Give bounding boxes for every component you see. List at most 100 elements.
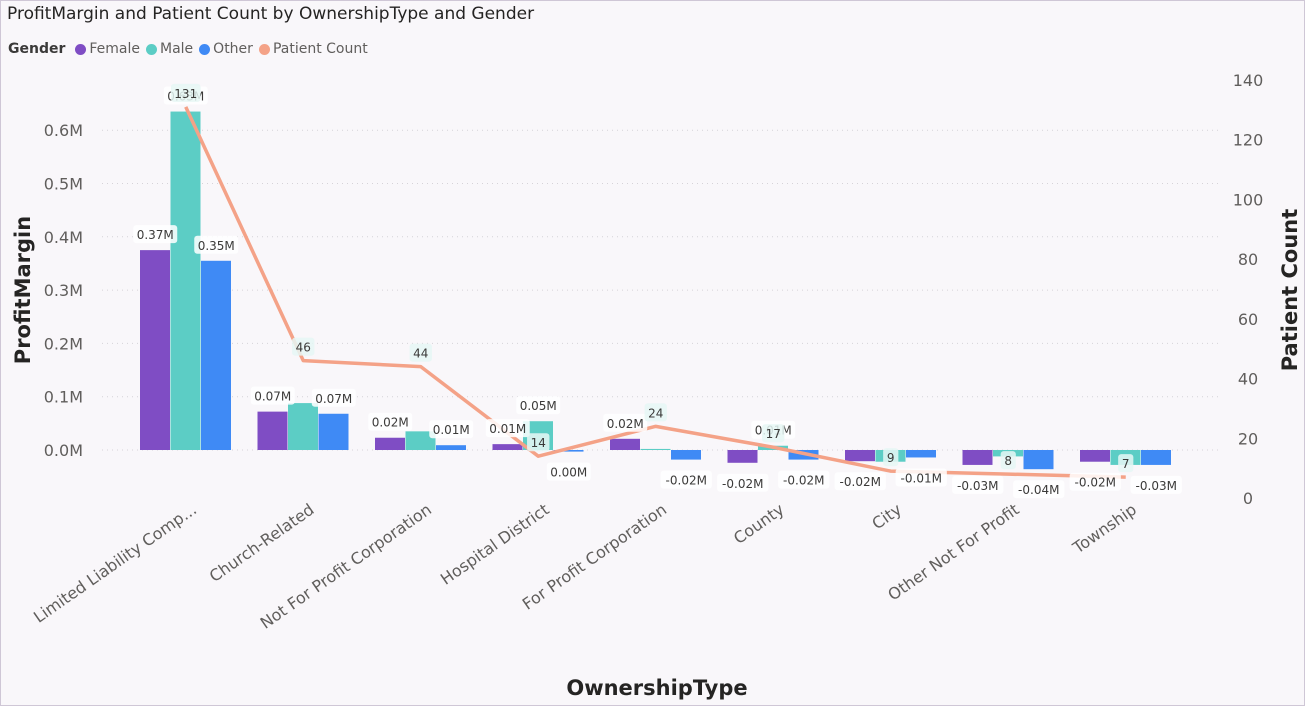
legend-item-other[interactable]: Other: [199, 41, 253, 57]
bar-female-7: [962, 450, 993, 465]
legend: Gender Female Male Other Patient Count: [8, 40, 374, 58]
data-label-patient-count-7-bg: [1000, 451, 1016, 470]
data-label-female-2-bg: [368, 412, 413, 431]
data-label-female-6: -0.02M: [840, 475, 881, 489]
y-left-tick-label: 0.5M: [44, 175, 83, 194]
bar-female-2: [375, 437, 405, 450]
data-label-patient-count-2-bg: [409, 343, 432, 362]
legend-label-patient-count: Patient Count: [272, 41, 368, 57]
bar-male-0: [170, 111, 201, 451]
data-label-other-3: 0.00M: [550, 466, 587, 480]
data-label-patient-count-0: 131: [174, 87, 197, 101]
bar-female-0: [140, 250, 170, 450]
data-label-patient-count-1: 46: [296, 341, 311, 355]
y-left-tick-label: 0.3M: [44, 281, 83, 300]
legend-swatch-male: [146, 43, 157, 55]
bar-other-1: [318, 413, 349, 450]
data-label-female-6-bg: [834, 472, 886, 491]
legend-item-patient-count[interactable]: Patient Count: [258, 41, 368, 57]
y-left-tick-label: 0.4M: [44, 228, 83, 247]
patient-count-line: [184, 106, 1126, 479]
bar-female-1: [257, 411, 288, 450]
data-label-patient-count-8-bg: [1118, 454, 1134, 473]
bar-other-8: [1141, 450, 1171, 465]
data-label-other-1: 0.07M: [315, 392, 352, 406]
y-left-tick-label: 0.1M: [44, 388, 83, 407]
data-label-patient-count-7: 8: [1004, 454, 1012, 468]
patient-count-polyline: [184, 106, 1126, 479]
data-label-female-2: 0.02M: [372, 416, 409, 430]
chart-title: ProfitMargin and Patient Count by Owners…: [7, 4, 535, 24]
data-label-female-0: 0.37M: [137, 228, 174, 242]
data-label-female-3: 0.01M: [489, 422, 526, 436]
data-label-other-2: 0.01M: [433, 423, 470, 437]
x-tick-label: Hospital District: [437, 500, 553, 589]
legend-title: Gender: [8, 41, 66, 57]
data-label-patient-count-4-bg: [644, 403, 667, 422]
y-right-tick-label: 140: [1233, 71, 1264, 90]
legend-item-female[interactable]: Female: [75, 41, 140, 57]
data-label-female-7-bg: [952, 475, 1004, 494]
data-label-patient-count-5-bg: [762, 424, 785, 443]
data-label-other-2-bg: [429, 420, 474, 439]
data-label-patient-count-6-bg: [883, 448, 899, 467]
legend-swatch-female: [75, 43, 87, 55]
data-label-other-6: -0.01M: [901, 471, 942, 485]
y-right-tick-label: 40: [1238, 370, 1258, 389]
y-left-tick-label: 0.6M: [44, 121, 83, 140]
bar-male-1: [288, 403, 318, 450]
data-label-female-1-bg: [250, 386, 295, 405]
data-label-patient-count-3-bg: [527, 433, 550, 452]
data-labels: 0.37M0.63M0.35M1310.07M0.07M460.02M0.01M…: [133, 83, 1182, 499]
bar-other-7: [1023, 450, 1054, 470]
bar-other-0: [201, 260, 231, 450]
x-tick-label: Township: [1068, 500, 1140, 558]
data-label-patient-count-2: 44: [413, 347, 428, 361]
legend-swatch-other: [199, 43, 211, 55]
data-label-female-4: 0.02M: [607, 417, 644, 431]
data-label-patient-count-5: 17: [766, 427, 781, 441]
data-label-patient-count-0-bg: [170, 83, 201, 102]
legend-swatch-patient-count: [258, 43, 270, 55]
data-label-patient-count-1-bg: [292, 337, 315, 356]
data-label-other-7-bg: [1013, 480, 1065, 499]
y-left-tick-label: 0.0M: [44, 441, 83, 460]
y-right-axis-title: Patient Count: [1278, 209, 1302, 372]
legend-label-female: Female: [89, 41, 140, 57]
bar-other-4: [671, 450, 701, 460]
bar-female-5: [727, 450, 758, 463]
x-tick-label: Other Not For Profit: [884, 500, 1022, 605]
y-left-tick-label: 0.2M: [44, 334, 83, 353]
data-label-female-4-bg: [603, 413, 648, 432]
y-right-tick-label: 100: [1233, 190, 1264, 209]
data-label-male-3: 0.05M: [520, 399, 557, 413]
data-label-female-8: -0.02M: [1075, 476, 1116, 490]
data-label-other-3-bg: [546, 462, 591, 481]
data-label-patient-count-8: 7: [1122, 457, 1130, 471]
data-label-other-8-bg: [1130, 475, 1182, 494]
data-label-female-0-bg: [133, 225, 178, 244]
data-label-other-1-bg: [311, 388, 356, 407]
bar-other-6: [906, 450, 936, 458]
y-right-tick-label: 80: [1238, 250, 1258, 269]
x-tick-label: Church-Related: [206, 500, 318, 586]
data-label-female-5: -0.02M: [722, 477, 763, 491]
bar-other-2: [436, 445, 466, 450]
data-label-other-0-bg: [194, 235, 239, 254]
y-right-tick-label: 0: [1243, 489, 1253, 508]
y-right-tick-label: 120: [1233, 131, 1264, 150]
data-label-other-4-bg: [660, 470, 712, 489]
x-axis-title: OwnershipType: [566, 676, 747, 700]
data-label-other-7: -0.04M: [1018, 483, 1059, 497]
y-right-tick-label: 60: [1238, 310, 1258, 329]
legend-item-male[interactable]: Male: [146, 41, 193, 57]
y-left-axis-title: ProfitMargin: [11, 216, 35, 364]
bar-male-2: [405, 431, 436, 450]
legend-label-other: Other: [213, 41, 253, 57]
data-label-female-3-bg: [485, 419, 530, 438]
data-label-female-7: -0.03M: [957, 479, 998, 493]
y-right-tick-label: 20: [1238, 429, 1258, 448]
data-label-female-1: 0.07M: [254, 390, 291, 404]
data-label-female-5-bg: [717, 473, 769, 492]
data-label-other-0: 0.35M: [198, 239, 235, 253]
